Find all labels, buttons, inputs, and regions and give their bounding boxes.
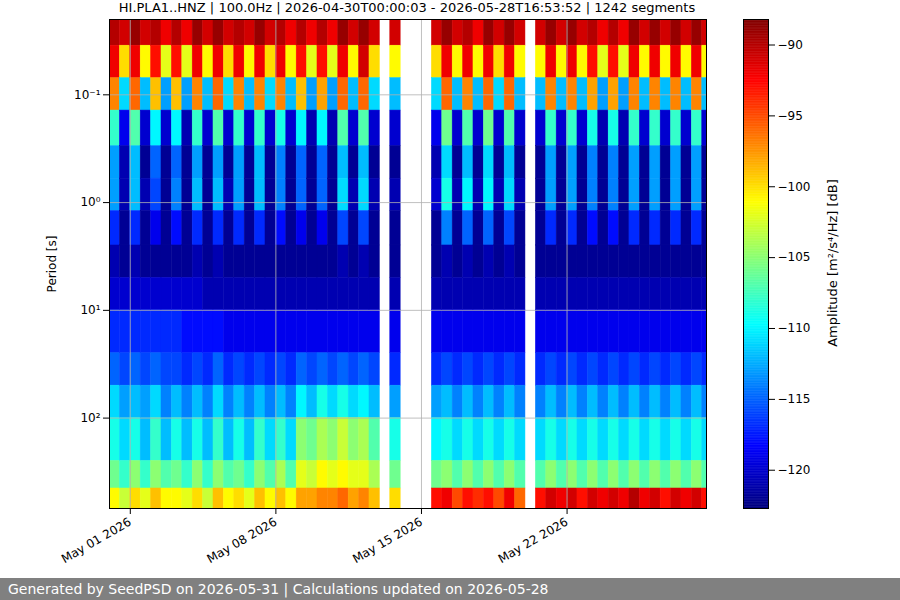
svg-text:Period [s]: Period [s] bbox=[45, 236, 59, 293]
html-text:Amplitude [m²/s⁴/Hz] [dB]: Amplitude [m²/s⁴/Hz] [dB] bbox=[824, 179, 840, 347]
svg-text:10⁻¹: 10⁻¹ bbox=[74, 88, 101, 102]
svg-text:10⁰: 10⁰ bbox=[80, 195, 100, 209]
html-text:Generated by SeedPSD on 2026-0: Generated by SeedPSD on 2026-05-31 | Cal… bbox=[8, 581, 549, 597]
svg-text:May 08 2026: May 08 2026 bbox=[205, 515, 280, 566]
svg-text:May 22 2026: May 22 2026 bbox=[496, 515, 571, 566]
svg-text:−110: −110 bbox=[778, 321, 811, 335]
svg-text:May 01 2026: May 01 2026 bbox=[59, 515, 134, 566]
svg-text:−90: −90 bbox=[778, 38, 803, 52]
svg-text:−100: −100 bbox=[778, 180, 811, 194]
svg-text:−95: −95 bbox=[778, 109, 803, 123]
html-text:HI.PLA1..HNZ | 100.0Hz | 2026-: HI.PLA1..HNZ | 100.0Hz | 2026-04-30T00:0… bbox=[118, 0, 696, 15]
svg-text:−115: −115 bbox=[778, 392, 811, 406]
svg-text:−120: −120 bbox=[778, 463, 811, 477]
svg-text:10²: 10² bbox=[80, 411, 100, 425]
svg-text:−105: −105 bbox=[778, 250, 811, 264]
svg-text:10¹: 10¹ bbox=[80, 303, 100, 317]
svg-text:May 15 2026: May 15 2026 bbox=[350, 515, 425, 566]
